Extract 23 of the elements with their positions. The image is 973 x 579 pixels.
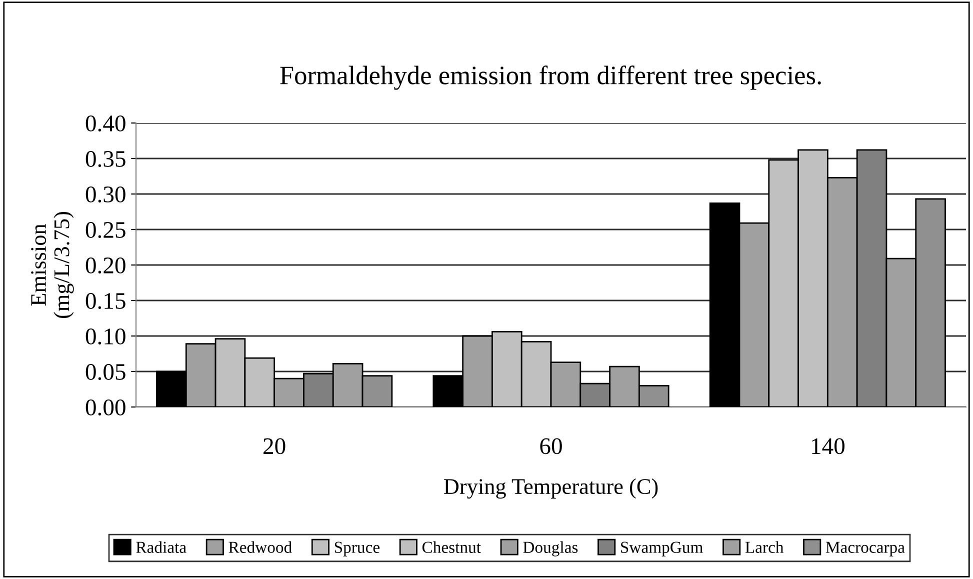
legend-label: Redwood — [228, 541, 292, 553]
legend-label: Chestnut — [422, 541, 481, 553]
y-tick-label: 0.15 — [86, 292, 126, 310]
legend-label: Spruce — [334, 542, 380, 556]
x-axis-title: Drying Temperature (C) — [444, 478, 658, 499]
y-axis-title: Emission (mg/L/3.75) — [31, 212, 74, 318]
y-tick-label: 0.25 — [86, 222, 126, 238]
legend-label: Macrocarpa — [826, 542, 905, 556]
y-tick-label: 0.40 — [86, 115, 126, 132]
legend-label: Douglas — [523, 541, 578, 556]
y-tick-label: 0.20 — [86, 257, 126, 274]
x-tick-label: 60 — [540, 438, 562, 454]
chart-title: Formaldehyde emission from different tree species. — [280, 66, 821, 90]
y-tick-label: 0.05 — [86, 364, 126, 380]
legend-label: Radiata — [136, 541, 186, 553]
x-tick-label: 140 — [812, 438, 844, 454]
y-tick-label: 0.10 — [86, 328, 126, 345]
legend-label: SwampGum — [621, 542, 703, 556]
y-tick-label: 0.30 — [86, 186, 126, 203]
y-tick-label: 0.35 — [86, 150, 126, 168]
legend-label: Larch — [745, 541, 784, 553]
y-tick-label: 0.00 — [86, 399, 126, 416]
x-tick-label: 20 — [264, 438, 286, 454]
